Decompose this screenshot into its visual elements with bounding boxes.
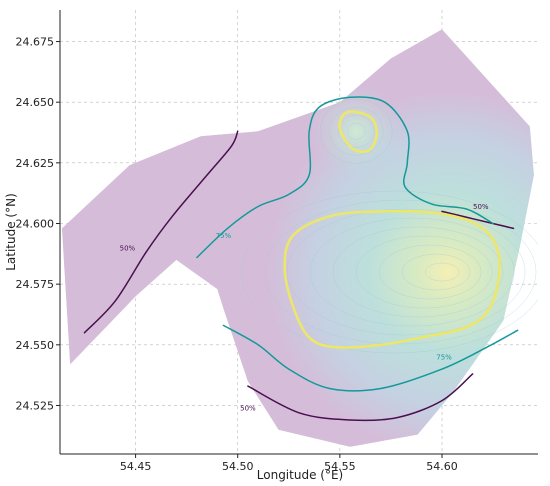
y-ticks: 24.525 24.550 24.575 24.600 24.625 24.650 24.6…: [16, 36, 60, 412]
density-ring: [424, 262, 460, 282]
y-tick-label: 24.525: [16, 399, 55, 412]
x-tick-label: 54.50: [222, 460, 254, 473]
x-tick-label: 54.45: [120, 460, 152, 473]
contour-label: 50%: [120, 244, 136, 252]
contour-50-segment: [247, 373, 474, 422]
density-ring: [337, 115, 375, 148]
density-ring: [319, 99, 393, 164]
contour-90-segment: [283, 209, 501, 349]
density-ring: [263, 199, 537, 345]
density-ring: [355, 235, 493, 309]
density-ring: [328, 107, 384, 156]
contour-label: 75%: [216, 232, 232, 240]
contour-label: 50%: [473, 203, 489, 211]
contour-50-segment: [83, 130, 239, 334]
y-tick-label: 24.650: [16, 96, 55, 109]
y-tick-label: 24.600: [16, 218, 55, 231]
contour-label: 50%: [240, 404, 256, 412]
x-axis-label: Longitude (°E): [257, 468, 343, 482]
y-axis-label: Latitude (°N): [4, 193, 18, 271]
y-tick-label: 24.675: [16, 36, 55, 49]
contour-lines: [83, 96, 519, 422]
x-tick-label: 54.60: [426, 460, 458, 473]
density-ring: [346, 123, 366, 140]
contour-50-segment: [441, 210, 515, 230]
x-tick-label: 54.55: [324, 460, 356, 473]
y-tick-label: 24.575: [16, 278, 55, 291]
density-ring: [240, 190, 538, 354]
contour-75-segment: [196, 96, 494, 259]
x-ticks: 54.45 54.50 54.55 54.60: [120, 454, 458, 473]
axes: [59, 10, 538, 455]
contour-90-segment: [338, 110, 379, 154]
density-ring: [309, 217, 515, 327]
density-ring: [378, 244, 482, 300]
contour-label: 75%: [436, 353, 452, 361]
density-ring: [401, 253, 471, 291]
density-ring: [332, 226, 504, 318]
contour-75-segment: [222, 324, 519, 392]
density-fill: [62, 29, 538, 447]
secondary-peak-density: [62, 29, 534, 447]
contour-labels: 50% 50% 50% 75% 75%: [120, 203, 489, 412]
density-ring: [286, 208, 526, 336]
y-tick-label: 24.625: [16, 157, 55, 170]
y-tick-label: 24.550: [16, 339, 55, 352]
